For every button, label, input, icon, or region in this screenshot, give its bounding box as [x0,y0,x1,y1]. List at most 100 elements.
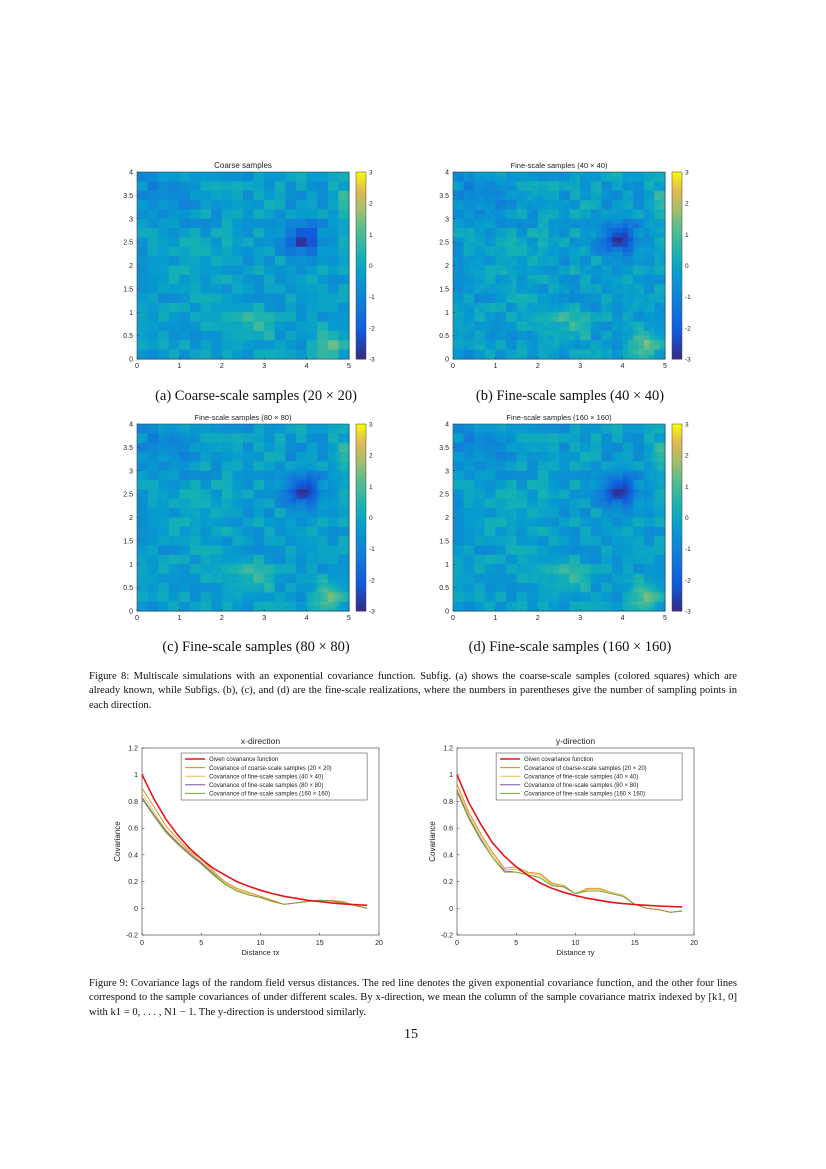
heatmap-cell [516,330,523,337]
heatmap-cell [203,489,207,493]
heatmap-cell [155,522,159,526]
heatmap-cell [197,470,202,474]
heatmap-cell [216,573,220,577]
heatmap-cell [163,552,167,556]
heatmap-cell [216,580,220,584]
heatmap-cell [160,505,165,509]
heatmap-cell [158,190,170,201]
heatmap-cell [197,433,202,437]
heatmap-cell [213,599,218,603]
heatmap-cell [338,349,350,360]
heatmap-cell [211,603,215,607]
y-tick-label: 0 [129,357,133,364]
heatmap-cell [569,242,576,248]
heatmap-cell [211,246,223,257]
colorbar-segment [672,268,682,273]
y-tick-label: 3 [129,216,133,223]
heatmap-cell [166,547,170,551]
heatmap-cell [163,589,167,593]
heatmap-cell [195,601,199,605]
heatmap-cell [160,554,165,558]
heatmap-cell [155,526,159,530]
heatmap-cell [205,547,210,551]
heatmap-cell [155,424,159,427]
heatmap-cell [221,603,226,607]
heatmap-cell [638,265,645,271]
heatmap-cell [142,557,146,561]
heatmap-cell [158,522,162,526]
heatmap-cell [139,487,143,491]
heatmap-cell [580,274,587,281]
heatmap-cell [659,330,666,337]
heatmap-cell [211,529,215,533]
heatmap-cell [490,316,496,323]
heatmap-cell [601,316,608,323]
heatmap-cell [137,557,141,561]
heatmap-cell [200,431,204,434]
heatmap-cell [659,200,666,206]
heatmap-cell [144,517,149,521]
heatmap-cell [163,468,167,472]
heatmap-cell [617,260,624,267]
colorbar-tick-label: 1 [369,232,373,239]
heatmap-cell [453,260,459,267]
heatmap-cell [205,582,210,586]
heatmap-cell [516,190,523,196]
heatmap-cell [147,536,151,540]
heatmap-cell [479,340,486,346]
heatmap-cell [264,256,276,267]
heatmap-cell [543,172,549,178]
heatmap-cell [221,438,226,441]
heatmap-cell [606,195,613,201]
heatmap-cell [627,204,634,210]
heatmap-cell [490,172,496,178]
heatmap-cell [158,302,170,313]
heatmap-cell [213,592,218,596]
heatmap-cell [243,237,255,248]
heatmap-cell [213,550,218,554]
heatmap-cell [559,349,565,355]
colorbar-segment [672,271,682,276]
heatmap-cell [184,594,188,598]
heatmap-cell [659,195,666,201]
heatmap-cell [187,599,191,603]
heatmap-cell [200,540,204,544]
heatmap-cell [184,494,188,498]
heatmap-cell [150,519,154,523]
heatmap-cell [224,505,228,509]
heatmap-cell [168,568,173,572]
heatmap-cell [537,326,544,332]
heatmap-cell [574,270,581,276]
heatmap-cell [612,246,618,253]
colorbar-segment [356,312,366,316]
heatmap-cell [327,190,339,201]
heatmap-cell [137,594,141,598]
heatmap-cell [197,491,202,495]
heatmap-cell [203,531,207,535]
heatmap-cell [211,568,215,572]
heatmap-cell [296,284,308,295]
heatmap-cell [627,274,634,281]
heatmap-cell [654,251,661,257]
heatmap-cell [190,606,194,610]
heatmap-cell [190,568,194,572]
heatmap-cell [606,190,613,196]
heatmap-cell [211,550,215,554]
heatmap-cell [612,270,618,276]
heatmap-cell [179,592,183,596]
heatmap-cell [559,237,565,243]
heatmap-cell [187,510,191,514]
heatmap-cell [187,585,191,589]
heatmap-cell [463,298,470,304]
heatmap-cell [585,298,592,304]
heatmap-cell [142,494,146,498]
heatmap-cell [203,426,207,430]
heatmap-cell [627,228,634,234]
heatmap-cell [474,251,481,257]
heatmap-cell [574,312,581,318]
heatmap-cell [633,228,640,234]
heatmap-cell [137,547,141,551]
heatmap-cell [147,426,151,430]
heatmap-cell [221,321,233,332]
heatmap-cell [213,435,218,439]
